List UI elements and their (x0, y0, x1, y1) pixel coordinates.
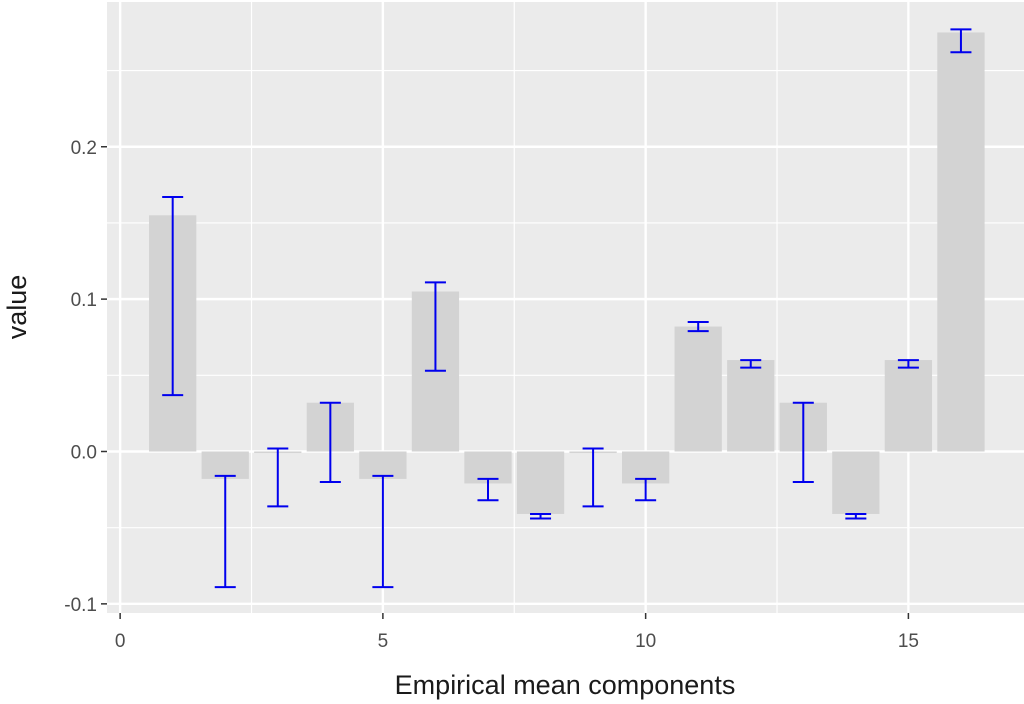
x-axis-title: Empirical mean components (395, 670, 736, 700)
bar (359, 451, 407, 479)
y-tick-label: 0.2 (71, 138, 97, 159)
error-bar (214, 474, 236, 589)
y-axis-title: value (2, 275, 32, 340)
y-tick-label: 0.0 (71, 442, 97, 463)
x-tick-label: 10 (635, 631, 656, 652)
error-bar (845, 512, 867, 520)
bar (201, 451, 249, 479)
bar (832, 451, 880, 514)
y-tick-label: 0.1 (71, 290, 97, 311)
bar (516, 451, 565, 514)
error-bar (792, 401, 814, 483)
plot-panel (107, 2, 1024, 613)
bar (727, 360, 775, 452)
error-bar (424, 281, 446, 372)
error-bar (162, 196, 184, 397)
bar (937, 32, 985, 452)
error-bar (635, 477, 657, 502)
error-bar (897, 359, 919, 369)
bar (674, 326, 722, 452)
bar (884, 360, 933, 452)
error-bar (319, 401, 341, 483)
error-bars (162, 28, 972, 589)
error-bar (950, 28, 972, 54)
error-bar (740, 359, 762, 369)
axes: 0 5 10 15 -0.1 0.0 0.1 0.2 (64, 138, 919, 652)
x-tick-label: 5 (378, 631, 389, 652)
y-tick-label: -0.1 (64, 595, 97, 616)
x-tick-label: 15 (898, 631, 919, 652)
x-tick-label: 0 (115, 631, 126, 652)
error-bar (477, 477, 499, 502)
error-bar (582, 447, 604, 508)
error-bar (372, 474, 394, 589)
error-bar (267, 447, 289, 508)
error-bar (530, 512, 552, 520)
error-bar (687, 320, 709, 333)
